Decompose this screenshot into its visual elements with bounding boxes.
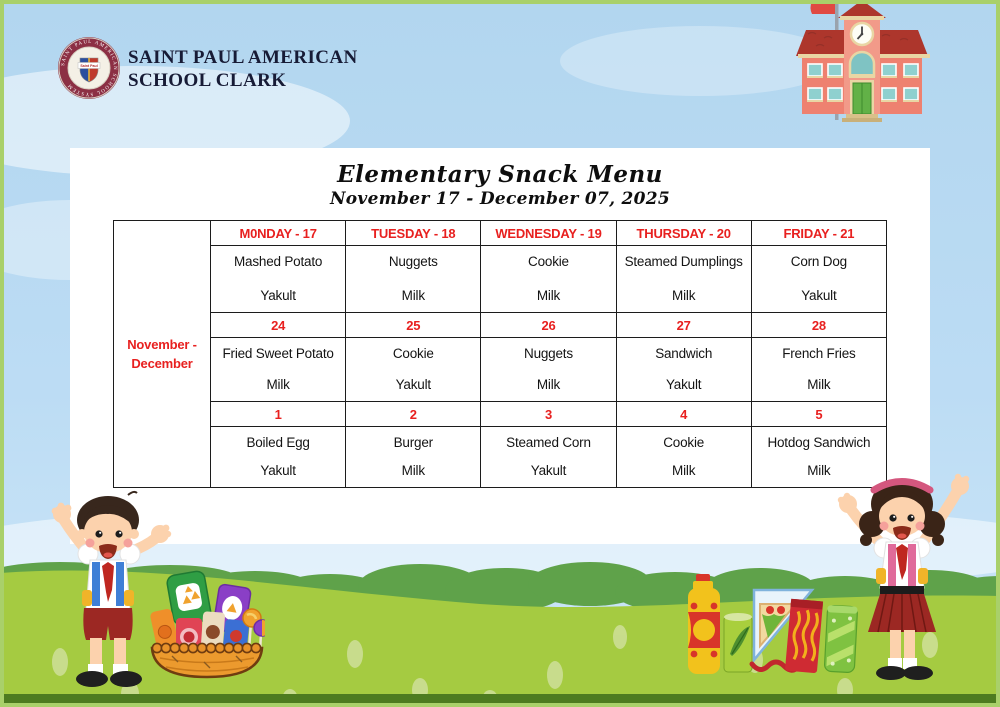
date-cell: 5 — [750, 401, 888, 427]
school-name: SAINT PAUL AMERICAN SCHOOL CLARK — [128, 46, 358, 92]
menu-item-cell: Steamed Corn Yakult — [480, 426, 617, 488]
menu-drink-name: Milk — [401, 288, 425, 303]
menu-item-cell: Sandwich Yakult — [615, 337, 752, 402]
menu-item-cell: Nuggets Milk — [480, 337, 617, 402]
snack-basket-illustration — [150, 570, 265, 679]
month-label: November - December — [113, 220, 211, 488]
menu-item-cell: Cookie Milk — [480, 245, 617, 313]
day-header-cell: FRIDAY - 21 — [750, 220, 888, 246]
date-cell: 1 — [209, 401, 347, 427]
menu-title: Elementary Snack Menu — [337, 161, 663, 188]
menu-subtitle: November 17 - December 07, 2025 — [329, 189, 671, 209]
menu-item-name: Burger — [393, 435, 434, 450]
menu-item-cell: Fried Sweet Potato Milk — [209, 337, 347, 402]
clock-icon — [849, 21, 875, 47]
snack-menu-table: November - December M0NDAY - 17 TUESDAY … — [113, 220, 888, 488]
cloud — [560, 26, 840, 96]
girl-tie — [896, 544, 908, 580]
menu-item-cell: Cookie Yakult — [345, 337, 482, 402]
menu-item-name: Steamed Corn — [506, 435, 591, 450]
boy-tie — [102, 562, 114, 602]
fries-box-icon — [785, 598, 824, 674]
day-header-cell: M0NDAY - 17 — [209, 220, 347, 246]
menu-item-name: Corn Dog — [790, 254, 847, 269]
snack-items-illustration — [688, 574, 858, 674]
chips-bag-icon — [823, 605, 858, 673]
menu-item-name: French Fries — [782, 346, 856, 361]
menu-item-name: Nuggets — [524, 346, 573, 361]
menu-item-cell: French Fries Milk — [750, 337, 888, 402]
date-cell: 25 — [345, 312, 482, 338]
menu-item-name: Sandwich — [655, 346, 713, 361]
menu-item-cell: Boiled Egg Yakult — [209, 426, 347, 488]
menu-item-name: Boiled Egg — [246, 435, 310, 450]
date-cell: 24 — [209, 312, 347, 338]
menu-drink-name: Yakult — [665, 377, 702, 392]
school-building-illustration — [796, 0, 930, 122]
menu-item-name: Steamed Dumplings — [624, 254, 743, 269]
menu-item-cell: Corn Dog Yakult — [750, 245, 888, 313]
sauce-bottle-icon — [688, 574, 720, 674]
school-name-line1: SAINT PAUL AMERICAN — [128, 47, 358, 68]
menu-drink-name: Yakult — [801, 288, 837, 303]
menu-item-name: Nuggets — [388, 254, 438, 269]
school-logo: SAINT PAUL AMERICAN SCHOOL SYSTEM Saint … — [58, 37, 120, 99]
menu-drink-name: Milk — [672, 288, 696, 303]
logo-shield-icon: Saint Paul — [77, 57, 101, 83]
menu-drink-name: Milk — [672, 463, 696, 478]
boy-student-illustration — [51, 490, 172, 687]
menu-item-cell: Mashed Potato Yakult — [209, 245, 347, 313]
menu-drink-name: Milk — [536, 288, 561, 303]
menu-drink-name: Yakult — [260, 288, 296, 303]
date-cell: 26 — [480, 312, 617, 338]
date-cell: 3 — [480, 401, 617, 427]
girl-student-illustration — [837, 473, 970, 680]
drink-can-icon — [723, 613, 753, 673]
menu-item-cell: Steamed Dumplings Milk — [615, 245, 752, 313]
menu-item-name: Hotdog Sandwich — [767, 435, 871, 450]
menu-drink-name: Yakult — [530, 463, 567, 478]
menu-card: Elementary Snack Menu November 17 - Dece… — [70, 148, 930, 544]
logo-banner-text: Saint Paul — [80, 64, 97, 68]
menu-item-name: Cookie — [528, 254, 569, 269]
date-cell: 27 — [615, 312, 752, 338]
school-name-line2: SCHOOL CLARK — [128, 70, 287, 91]
date-cell: 4 — [615, 401, 752, 427]
date-cell: 2 — [345, 401, 482, 427]
menu-item-name: Cookie — [663, 435, 705, 450]
menu-drink-name: Milk — [401, 463, 425, 478]
menu-drink-name: Yakult — [260, 463, 296, 478]
date-cell: 28 — [750, 312, 888, 338]
headband — [870, 478, 934, 494]
day-header-cell: TUESDAY - 18 — [345, 220, 482, 246]
day-header-cell: WEDNESDAY - 19 — [480, 220, 617, 246]
menu-item-name: Cookie — [392, 346, 434, 361]
menu-item-name: Fried Sweet Potato — [222, 346, 334, 361]
menu-drink-name: Milk — [536, 377, 561, 392]
menu-item-cell: Hotdog Sandwich Milk — [750, 426, 888, 488]
day-header-cell: THURSDAY - 20 — [615, 220, 752, 246]
menu-item-cell: Cookie Milk — [615, 426, 752, 488]
menu-drink-name: Yakult — [395, 377, 432, 392]
menu-item-name: Mashed Potato — [233, 254, 323, 269]
lollipop-icon — [242, 608, 265, 655]
menu-drink-name: Milk — [807, 377, 831, 392]
flag-icon — [810, 1, 835, 14]
menu-item-cell: Nuggets Milk — [345, 245, 482, 313]
menu-drink-name: Milk — [266, 377, 290, 392]
menu-drink-name: Milk — [807, 463, 831, 478]
menu-item-cell: Burger Milk — [345, 426, 482, 488]
